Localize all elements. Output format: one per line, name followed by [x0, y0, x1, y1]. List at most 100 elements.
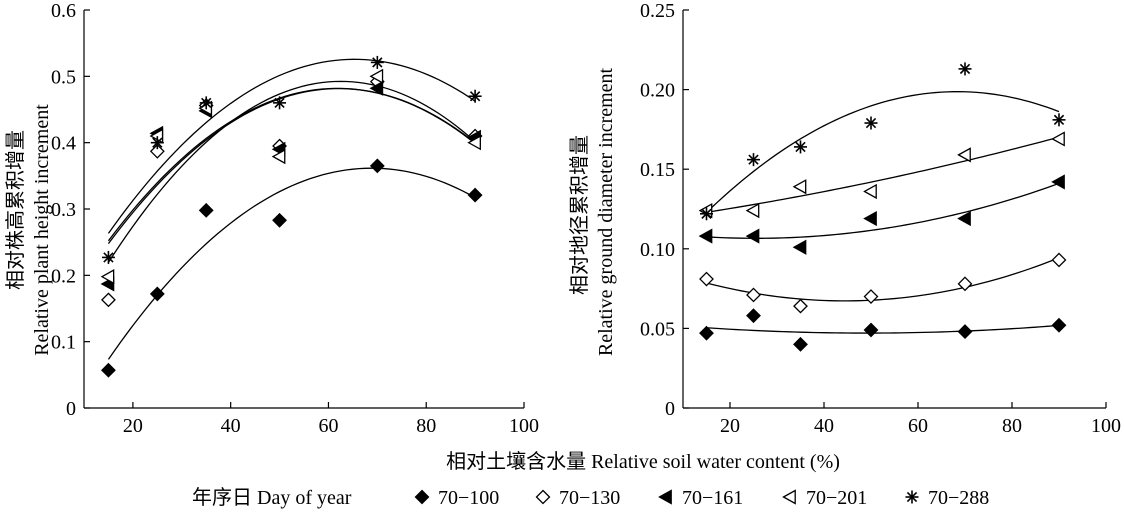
legend-label: 70−100	[438, 487, 499, 509]
plant-height-point-70−100	[467, 187, 483, 203]
plant-height-point-70−100	[369, 158, 385, 174]
plant-height-y-tick-label: 0.3	[51, 199, 76, 221]
ground-diameter-x-tick-label: 20	[720, 415, 740, 437]
legend-label: 70−288	[928, 487, 989, 509]
ground-diameter-point-70−288	[1052, 113, 1066, 127]
ground-diameter-axes	[682, 9, 1107, 409]
ground-diameter-point-70−130	[746, 287, 761, 303]
ground-diameter-panel: 0 0.05 0.10 0.15 0.20 0.25 20 40 60 80 100 相对地径累积增…	[568, 0, 1121, 437]
plant-height-point-70−100	[149, 286, 165, 302]
legend-entry-70−100: 70−100	[414, 487, 499, 509]
legend-entry-70−288: 70−288	[905, 487, 989, 509]
plant-height-point-70−130	[101, 292, 116, 308]
ground-diameter-point-70−161	[1051, 174, 1065, 190]
legend-marker	[535, 489, 551, 505]
plant-height-point-70−288	[273, 96, 287, 110]
plant-height-panel: 00.10.20.30.40.50.620 40 60 80 100 相对株高累积增量 …	[4, 0, 539, 437]
ground-diameter-point-70−288	[747, 153, 760, 167]
plant-height-x-tick-label: 40	[221, 415, 241, 437]
ground-diameter-point-70−100	[793, 336, 808, 352]
plant-height-point-70−201	[369, 68, 384, 84]
plant-height-markers	[100, 55, 483, 378]
legend-entry-70−130: 70−130	[535, 487, 620, 509]
plant-height-axes	[83, 9, 525, 409]
plant-height-y-tick-label: 0.2	[51, 265, 76, 287]
plant-height-point-70−161	[369, 80, 384, 96]
plant-height-point-70−100	[272, 212, 287, 228]
ground-diameter-point-70−201	[792, 179, 807, 195]
ground-diameter-y-tick-label: 0.25	[640, 0, 675, 22]
plant-height-trendline-70−100	[107, 167, 476, 360]
ground-diameter-trendline-70−130	[706, 257, 1060, 302]
plant-height-trendline-70−161	[107, 87, 476, 245]
ground-diameter-markers	[698, 62, 1067, 352]
plant-height-ylabel-cn: 相对株高累积增量	[4, 130, 27, 290]
plant-height-y-tick-label: 0.4	[51, 133, 76, 155]
plant-height-x-tick-label: 60	[318, 415, 338, 437]
plant-height-x-tick-label: 20	[123, 415, 143, 437]
ground-diameter-y-tick-label: 0	[665, 398, 675, 420]
plant-height-point-70−201	[467, 135, 481, 151]
plant-height-tick-labels: 0 0.1 0.2 0.3 0.4 0.5 0.6 20 40 60 80 100	[51, 0, 539, 437]
plant-height-trendline-70−130	[107, 80, 476, 263]
plant-height-point-70−288	[150, 136, 164, 150]
ground-diameter-point-70−201	[1051, 131, 1065, 147]
plant-height-x-tick-label: 80	[416, 415, 436, 437]
plant-height-y-tick-label: 0.6	[51, 0, 76, 22]
ground-diameter-point-70−161	[745, 228, 760, 244]
ground-diameter-point-70−288	[700, 207, 713, 221]
legend-marker	[414, 489, 430, 505]
plant-height-trendlines	[107, 58, 476, 360]
ground-diameter-point-70−288	[794, 140, 807, 154]
plant-height-point-70−288	[468, 89, 482, 103]
ground-diameter-x-tick-label: 100	[1091, 415, 1121, 437]
ground-diameter-trendline-70−201	[706, 136, 1060, 213]
ground-diameter-x-tick-label: 60	[908, 415, 928, 437]
ground-diameter-y-tick-label: 0.15	[640, 159, 675, 181]
legend-entry-70−201: 70−201	[782, 487, 867, 509]
plant-height-point-70−130	[149, 143, 165, 159]
ground-diameter-point-70−201	[957, 147, 971, 163]
ground-diameter-point-70−161	[698, 228, 713, 244]
ground-diameter-point-70−161	[957, 210, 971, 227]
x-axis-label: 相对土壤含水量 Relative soil water content (%)	[446, 450, 840, 473]
plant-height-y-tick-label: 0.5	[51, 66, 76, 88]
ground-diameter-point-70−100	[863, 322, 879, 338]
ground-diameter-point-70−100	[957, 324, 973, 340]
ground-diameter-point-70−130	[863, 289, 879, 304]
legend-marker	[905, 490, 919, 504]
ground-diameter-point-70−288	[864, 116, 878, 130]
legend-marker	[658, 489, 672, 505]
plant-height-ylabel-en: Relative plant height increment	[31, 104, 53, 356]
legend-label: 70−130	[559, 487, 620, 509]
ground-diameter-point-70−201	[745, 202, 760, 219]
ground-diameter-point-70−100	[699, 325, 714, 341]
plant-height-point-70−100	[101, 362, 116, 378]
ground-diameter-point-70−100	[746, 308, 761, 324]
plant-height-point-70−201	[271, 148, 286, 165]
ground-diameter-point-70−100	[1051, 317, 1067, 333]
ground-diameter-point-70−130	[957, 276, 973, 292]
ground-diameter-y-tick-label: 0.05	[640, 318, 675, 340]
ground-diameter-point-70−161	[863, 210, 877, 227]
ground-diameter-ylabel-en: Relative ground diameter increment	[595, 67, 617, 356]
ground-diameter-point-70−288	[958, 62, 972, 76]
ground-diameter-y-tick-label: 0.10	[640, 239, 675, 261]
plant-height-point-70−288	[370, 55, 384, 69]
ground-diameter-trendline-70−161	[706, 182, 1060, 239]
plant-height-point-70−100	[198, 202, 214, 218]
ground-diameter-trendline-70−100	[706, 324, 1060, 334]
plant-height-trendline-70−288	[107, 58, 476, 234]
ground-diameter-x-tick-label: 40	[814, 415, 834, 437]
ground-diameter-x-tick-label: 80	[1002, 415, 1022, 437]
plant-height-y-tick-label: 0.1	[51, 332, 76, 354]
plant-height-point-70−288	[199, 96, 213, 110]
ground-diameter-point-70−130	[793, 298, 808, 314]
legend-label: 70−201	[806, 487, 867, 509]
legend-label: 70−161	[682, 487, 743, 509]
plant-height-point-70−288	[101, 250, 115, 264]
ground-diameter-point-70−130	[1051, 252, 1067, 268]
ground-diameter-point-70−130	[699, 271, 714, 287]
ground-diameter-trendline-70−288	[706, 91, 1060, 213]
